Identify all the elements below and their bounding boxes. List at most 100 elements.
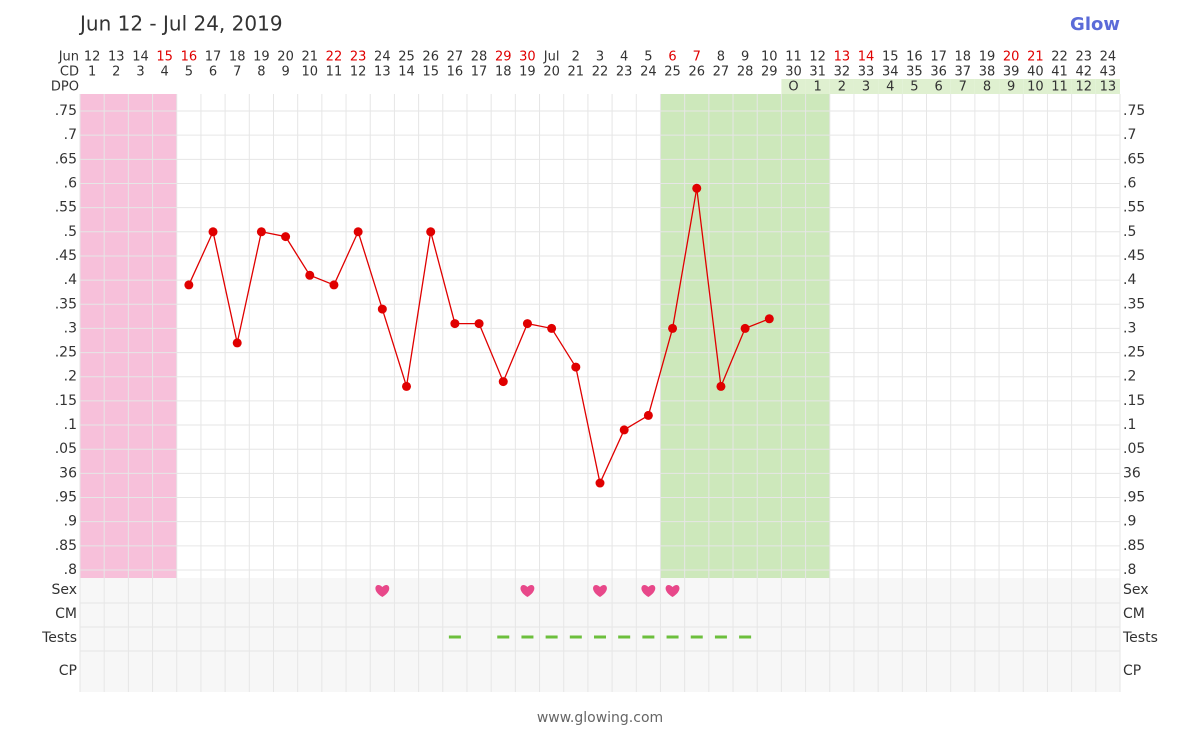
y-tick-label-right: .95: [1123, 490, 1145, 506]
x-tick-label: 15: [882, 50, 899, 65]
temperature-point: [522, 319, 532, 329]
sex-heart: [520, 585, 535, 597]
dpo-label: 5: [910, 80, 918, 95]
sex-heart: [593, 585, 607, 597]
tests-row-label-right: Tests: [1122, 630, 1158, 646]
dpo-cell: [1047, 79, 1072, 94]
x-tick-label: 21: [1027, 50, 1044, 65]
cd-row-label: CD: [60, 65, 79, 80]
cd-label: 7: [233, 65, 241, 80]
x-tick-label: 12: [809, 50, 826, 65]
temperature-point: [329, 280, 339, 290]
y-tick-label-right: .6: [1123, 175, 1136, 191]
x-tick-label: 4: [620, 50, 628, 65]
y-tick-label-right: .15: [1123, 393, 1145, 409]
x-tick-label: 6: [668, 50, 676, 65]
x-tick-label: 9: [741, 50, 749, 65]
dpo-cell: [926, 79, 951, 94]
dpo-cell: [781, 79, 806, 94]
y-tick-label: .65: [55, 151, 77, 167]
cd-label: 29: [761, 65, 778, 80]
cd-label: 27: [713, 65, 730, 80]
sex-heart: [641, 585, 656, 597]
cd-label: 3: [136, 65, 144, 80]
cd-label: 30: [785, 65, 802, 80]
x-tick-label: 17: [205, 50, 222, 65]
footer: www.glowing.com: [537, 710, 663, 726]
y-tick-label-right: .2: [1123, 369, 1136, 385]
cd-label: 1: [88, 65, 96, 80]
cd-label: 32: [834, 65, 851, 80]
y-tick-label: .05: [55, 441, 77, 457]
dpo-label: 11: [1051, 80, 1068, 95]
x-tick-label: 27: [447, 50, 464, 65]
cd-label: 10: [301, 65, 318, 80]
x-tick-label: 16: [181, 50, 198, 65]
x-tick-label: 29: [495, 50, 512, 65]
x-tick-label: 20: [1003, 50, 1020, 65]
cd-label: 14: [398, 65, 415, 80]
y-tick-label: .25: [55, 345, 77, 361]
cm-row-label: CM: [55, 606, 77, 622]
cd-label: 6: [209, 65, 217, 80]
cd-label: 34: [882, 65, 899, 80]
temperature-point: [377, 304, 387, 314]
dpo-label: 2: [838, 80, 846, 95]
y-tick-label-right: .8: [1123, 562, 1136, 578]
x-tick-label: 24: [374, 50, 391, 65]
x-tick-label: 12: [84, 50, 101, 65]
temperature-point: [498, 377, 508, 387]
temperature-point: [256, 227, 266, 237]
y-tick-label: .1: [64, 417, 77, 433]
cd-label: 24: [640, 65, 657, 80]
temperature-point: [571, 362, 581, 372]
cd-label: 11: [326, 65, 343, 80]
temperature-point: [595, 478, 605, 488]
cd-label: 9: [281, 65, 289, 80]
y-tick-label-right: .85: [1123, 538, 1145, 554]
y-tick-label-right: .25: [1123, 345, 1145, 361]
temperature-point: [353, 227, 363, 237]
x-tick-label: 25: [398, 50, 415, 65]
x-tick-label: 15: [156, 50, 173, 65]
cd-label: 20: [543, 65, 560, 80]
sex-heart: [375, 585, 390, 597]
y-tick-label-right: .55: [1123, 200, 1145, 216]
temperature-point: [740, 323, 750, 333]
date-row-label: Jun: [58, 50, 79, 65]
cd-label: 43: [1100, 65, 1117, 80]
temperature-point: [305, 270, 315, 280]
x-tick-label: 13: [108, 50, 125, 65]
y-tick-label: .3: [64, 320, 77, 336]
dpo-cell: [902, 79, 927, 94]
cd-label: 15: [422, 65, 439, 80]
sex-row-label: Sex: [51, 582, 77, 598]
x-tick-label: 10: [761, 50, 778, 65]
x-tick-label: 11: [785, 50, 802, 65]
cd-label: 12: [350, 65, 367, 80]
x-tick-label: 24: [1100, 50, 1117, 65]
sex-row-label-right: Sex: [1123, 582, 1149, 598]
x-tick-label: 20: [277, 50, 294, 65]
y-tick-label: .8: [64, 562, 77, 578]
cd-label: 31: [809, 65, 826, 80]
x-tick-label: 13: [834, 50, 851, 65]
x-tick-label: 14: [858, 50, 875, 65]
cd-label: 39: [1003, 65, 1020, 80]
cd-label: 40: [1027, 65, 1044, 80]
y-tick-label-right: .7: [1123, 127, 1136, 143]
dpo-label: O: [788, 80, 798, 95]
y-tick-label: .9: [64, 514, 77, 530]
y-tick-label-right: .4: [1123, 272, 1136, 288]
temperature-point: [208, 227, 218, 237]
cd-label: 19: [519, 65, 536, 80]
y-tick-label: .45: [55, 248, 77, 264]
cd-label: 8: [257, 65, 265, 80]
cd-label: 23: [616, 65, 633, 80]
y-tick-label: .2: [64, 369, 77, 385]
x-tick-label: 26: [422, 50, 439, 65]
cd-label: 26: [688, 65, 705, 80]
x-tick-label: 2: [572, 50, 580, 65]
temperature-point: [643, 410, 653, 420]
